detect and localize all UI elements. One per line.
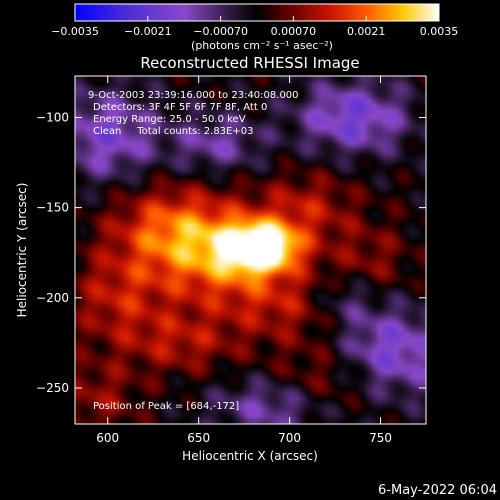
y-tick-label: −200	[36, 291, 69, 305]
y-tick-label: −150	[36, 201, 69, 215]
y-axis-label: Heliocentric Y (arcsec)	[15, 183, 29, 318]
x-axis-label: Heliocentric X (arcsec)	[182, 449, 318, 463]
colorbar-tick-label: 0.0021	[347, 25, 386, 38]
footer-timestamp: 6-May-2022 06:04	[378, 483, 497, 498]
annotation-time: 9-Oct-2003 23:39:16.000 to 23:40:08.000	[88, 90, 299, 101]
annotation-detectors: Detectors: 3F 4F 5F 6F 7F 8F, Att 0	[93, 102, 267, 113]
axis-ticks: 600 650 700 750 −100 −150 −200 −250	[36, 76, 426, 445]
colorbar-tick-label: −0.00070	[193, 25, 248, 38]
plot-frame	[74, 75, 427, 425]
colorbar-unit-label: (photons cm⁻² s⁻¹ asec⁻²)	[191, 39, 333, 52]
y-tick-label: −250	[36, 381, 69, 395]
x-tick-label: 600	[96, 431, 119, 445]
colorbar: −0.0035 −0.0021 −0.00070 0.00070 0.0021 0.003…	[51, 3, 458, 52]
annotation-energy: Energy Range: 25.0 - 50.0 keV	[93, 114, 246, 125]
annotation-peak: Position of Peak = [684,-172]	[93, 401, 239, 412]
annotations: 9-Oct-2003 23:39:16.000 to 23:40:08.000 …	[88, 90, 299, 412]
heatmap-plot: 600 650 700 750 −100 −150 −200 −250	[36, 75, 427, 445]
annotation-clean: Clean Total counts: 2.83E+03	[93, 126, 253, 137]
colorbar-tick-label: 0.0035	[420, 25, 459, 38]
heatmap-image	[75, 76, 426, 424]
colorbar-tick-label: 0.00070	[271, 25, 317, 38]
colorbar-tick-label: −0.0021	[124, 25, 172, 38]
x-tick-label: 700	[278, 431, 301, 445]
colorbar-ticks: −0.0035 −0.0021 −0.00070 0.00070 0.0021 0.003…	[51, 16, 458, 38]
x-tick-label: 650	[187, 431, 210, 445]
colorbar-gradient	[74, 3, 440, 22]
y-tick-label: −100	[36, 110, 69, 124]
chart-title: Reconstructed RHESSI Image	[140, 54, 359, 72]
colorbar-tick-label: −0.0035	[51, 25, 99, 38]
x-tick-label: 750	[369, 431, 392, 445]
